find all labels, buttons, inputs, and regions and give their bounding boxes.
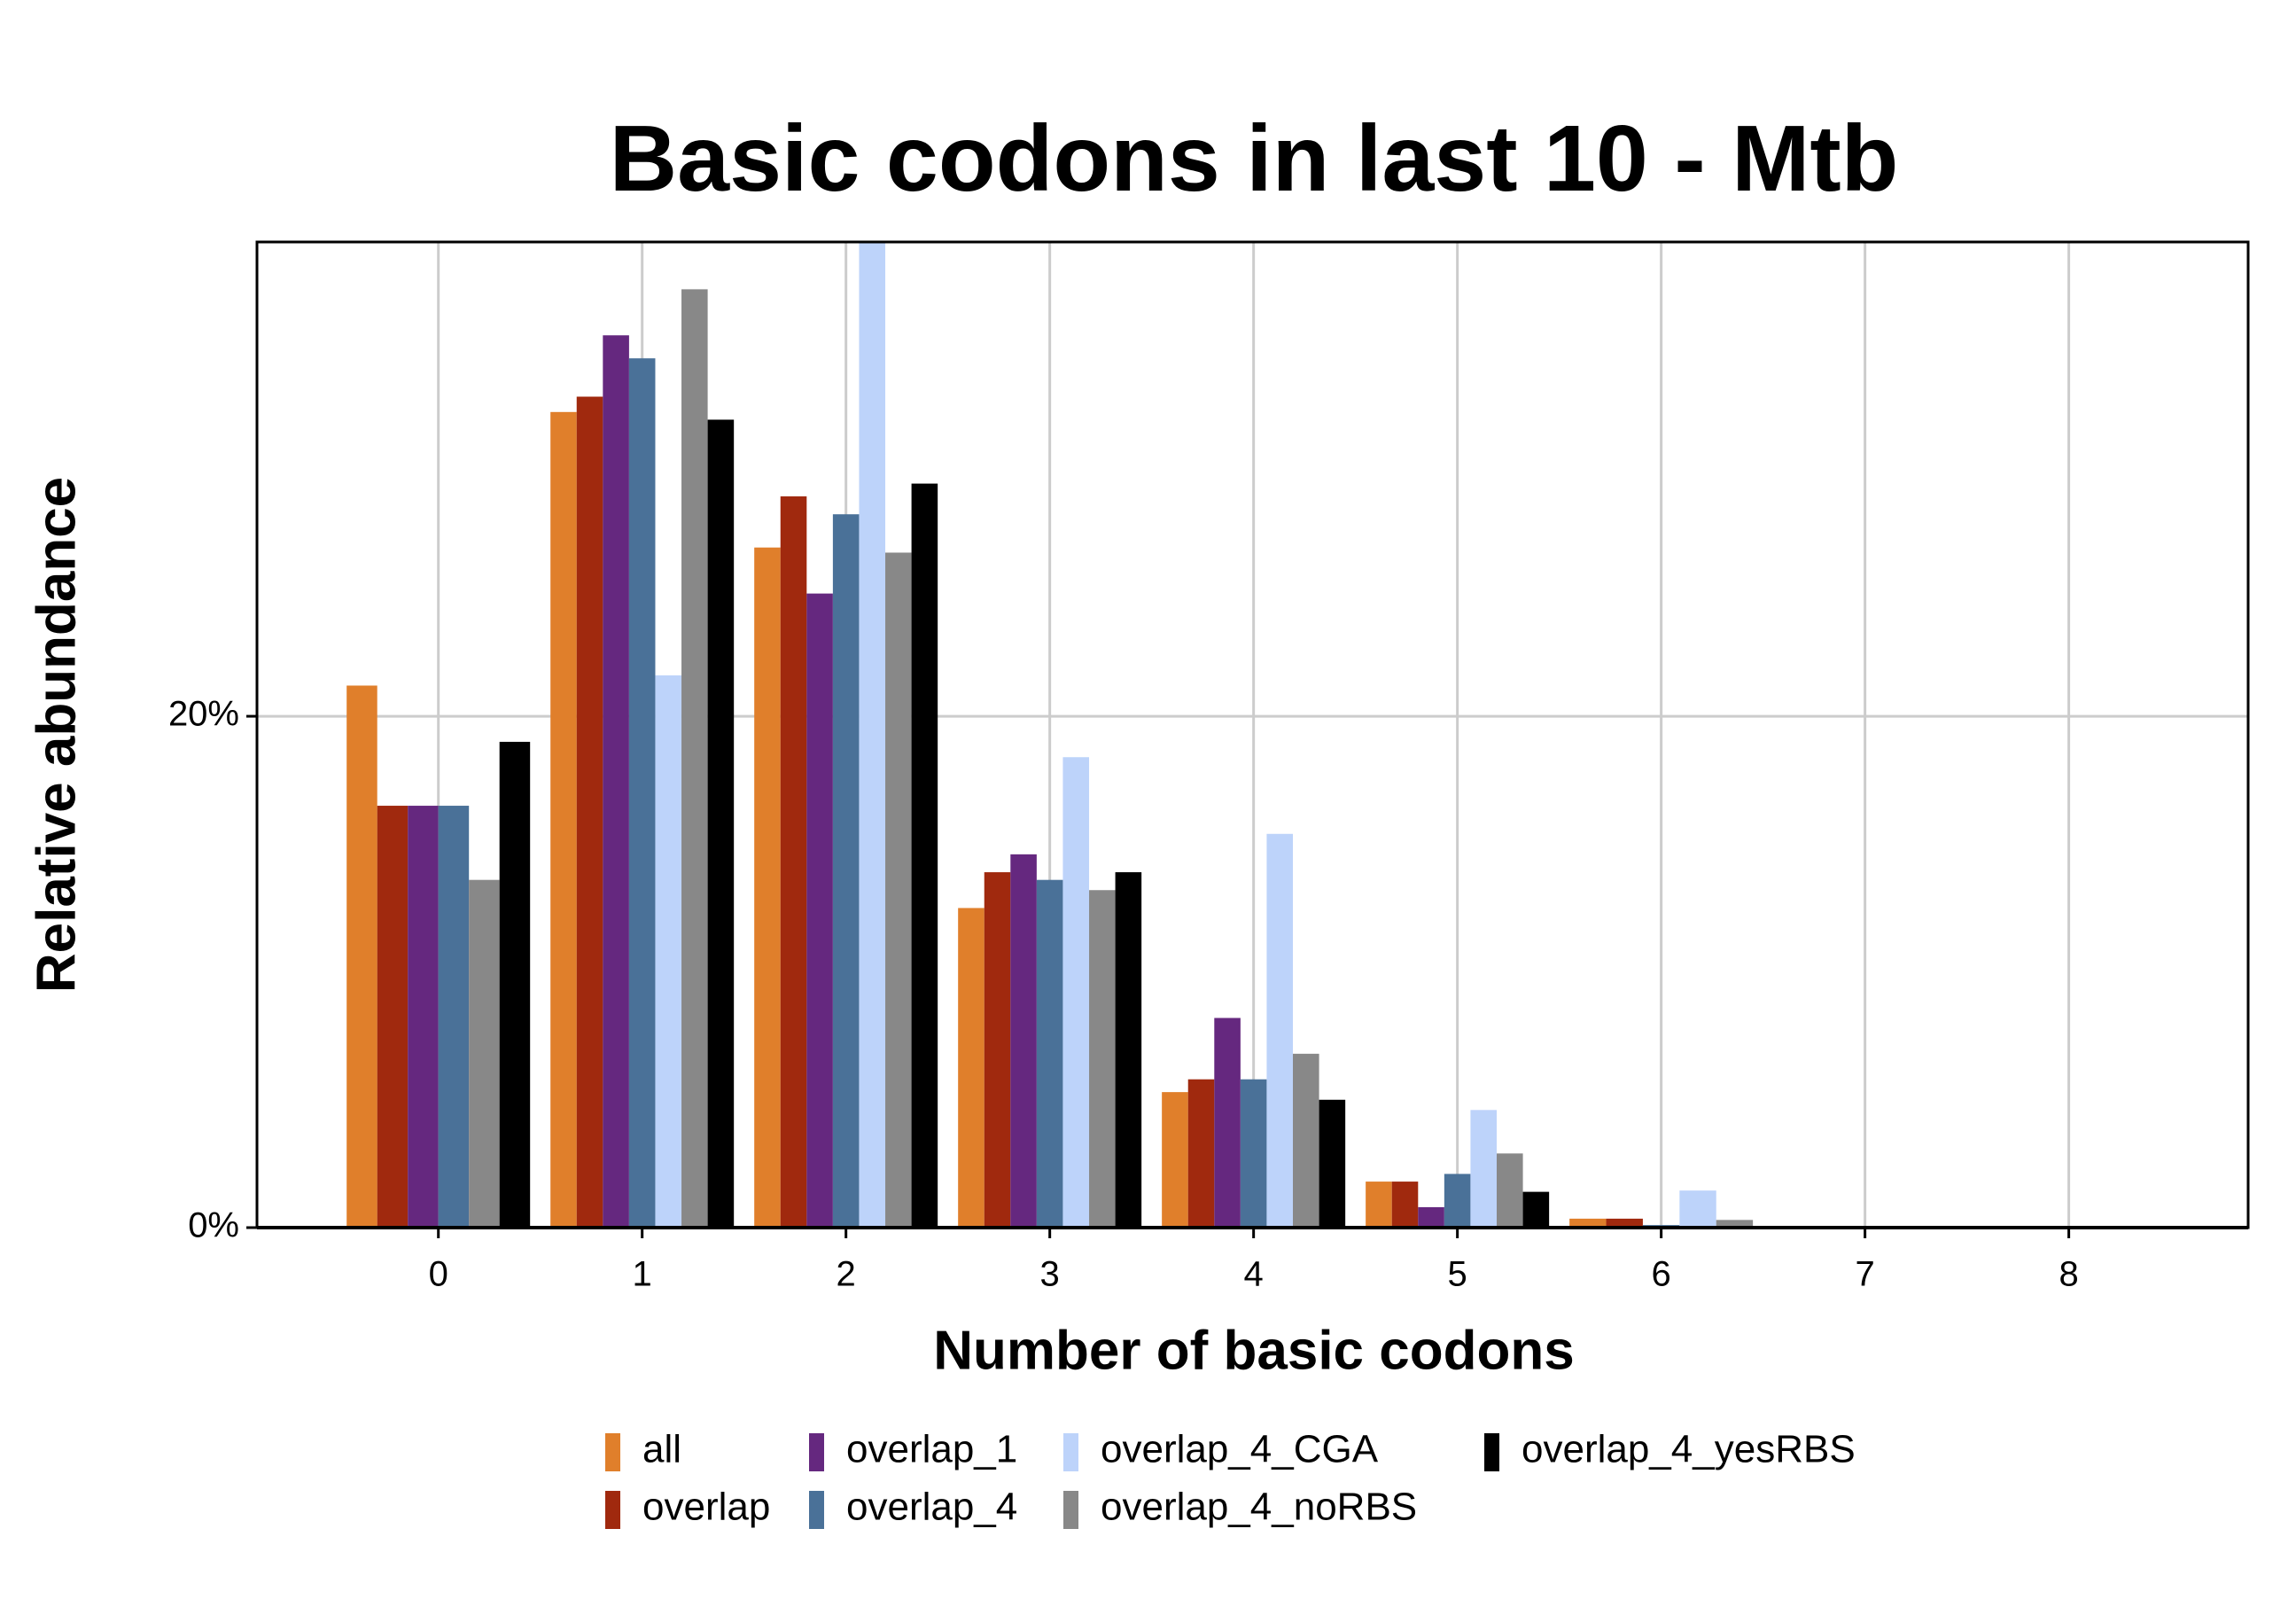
x-tick-label: 4 xyxy=(1244,1255,1264,1294)
legend-swatch xyxy=(809,1491,824,1529)
bar xyxy=(1162,1092,1188,1228)
bar xyxy=(1319,1099,1346,1228)
bar xyxy=(1522,1191,1550,1228)
bar xyxy=(1036,879,1063,1228)
bar xyxy=(681,289,708,1228)
x-tick-label: 3 xyxy=(1040,1255,1060,1294)
chart-title: Basic codons in last 10 - Mtb xyxy=(610,106,1899,211)
bar xyxy=(806,593,833,1228)
bar xyxy=(655,675,682,1228)
legend-swatch xyxy=(605,1433,620,1471)
bar xyxy=(1496,1153,1523,1228)
bar xyxy=(469,879,500,1228)
bar xyxy=(754,547,781,1228)
bar xyxy=(438,806,470,1228)
y-tick-label: 0% xyxy=(188,1206,239,1245)
x-tick-label: 1 xyxy=(633,1255,652,1294)
bar xyxy=(911,483,938,1228)
bar xyxy=(1470,1110,1497,1228)
legend-label: all xyxy=(642,1428,681,1471)
bar xyxy=(1266,833,1294,1228)
bar xyxy=(603,335,629,1228)
bar xyxy=(550,411,577,1228)
bar xyxy=(885,552,912,1228)
y-axis-title: Relative abundance xyxy=(26,477,87,993)
bar xyxy=(1293,1053,1319,1228)
x-tick-label: 6 xyxy=(1652,1255,1671,1294)
bar xyxy=(499,741,531,1228)
bar xyxy=(1187,1079,1215,1228)
bar xyxy=(1240,1079,1267,1228)
x-tick-label: 5 xyxy=(1448,1255,1467,1294)
legend-label: overlap_4_yesRBS xyxy=(1522,1428,1856,1471)
bar xyxy=(1606,1218,1643,1228)
bar xyxy=(1679,1190,1716,1228)
bars xyxy=(346,242,2161,1228)
x-tick-label: 0 xyxy=(429,1255,448,1294)
bar xyxy=(780,496,807,1228)
legend-swatch xyxy=(1063,1491,1078,1529)
x-axis-title: Number of basic codons xyxy=(933,1320,1574,1381)
bar xyxy=(576,396,603,1228)
legend-swatch xyxy=(605,1491,620,1529)
legend-label: overlap_1 xyxy=(846,1428,1017,1471)
bar xyxy=(408,806,439,1228)
legend-swatch xyxy=(809,1433,824,1471)
bar xyxy=(984,872,1011,1228)
y-tick-label: 20% xyxy=(168,695,239,734)
legend-label: overlap_4 xyxy=(846,1486,1017,1529)
legend-label: overlap_4_CGA xyxy=(1101,1428,1379,1471)
bar xyxy=(1569,1218,1607,1228)
bar xyxy=(1391,1182,1419,1228)
x-tick-label: 2 xyxy=(837,1255,856,1294)
bar xyxy=(1366,1182,1392,1228)
legend-swatch xyxy=(1063,1433,1078,1471)
bar xyxy=(958,908,985,1228)
legend-swatch xyxy=(1484,1433,1499,1471)
legend-label: overlap xyxy=(642,1486,770,1529)
x-tick-label: 8 xyxy=(2059,1255,2078,1294)
bar xyxy=(1444,1174,1471,1228)
bar xyxy=(346,685,377,1228)
bar xyxy=(1089,890,1116,1228)
x-tick-label: 7 xyxy=(1855,1255,1874,1294)
bar xyxy=(1115,872,1142,1228)
bar xyxy=(1214,1018,1241,1228)
bar xyxy=(377,806,409,1228)
bar xyxy=(1418,1206,1444,1228)
bar xyxy=(1010,854,1037,1228)
bar xyxy=(628,358,656,1228)
bar xyxy=(707,419,735,1228)
bar xyxy=(1062,757,1090,1228)
bar xyxy=(832,514,860,1228)
legend-label: overlap_4_noRBS xyxy=(1101,1486,1417,1529)
bar xyxy=(1716,1220,1754,1228)
bar xyxy=(859,242,886,1228)
